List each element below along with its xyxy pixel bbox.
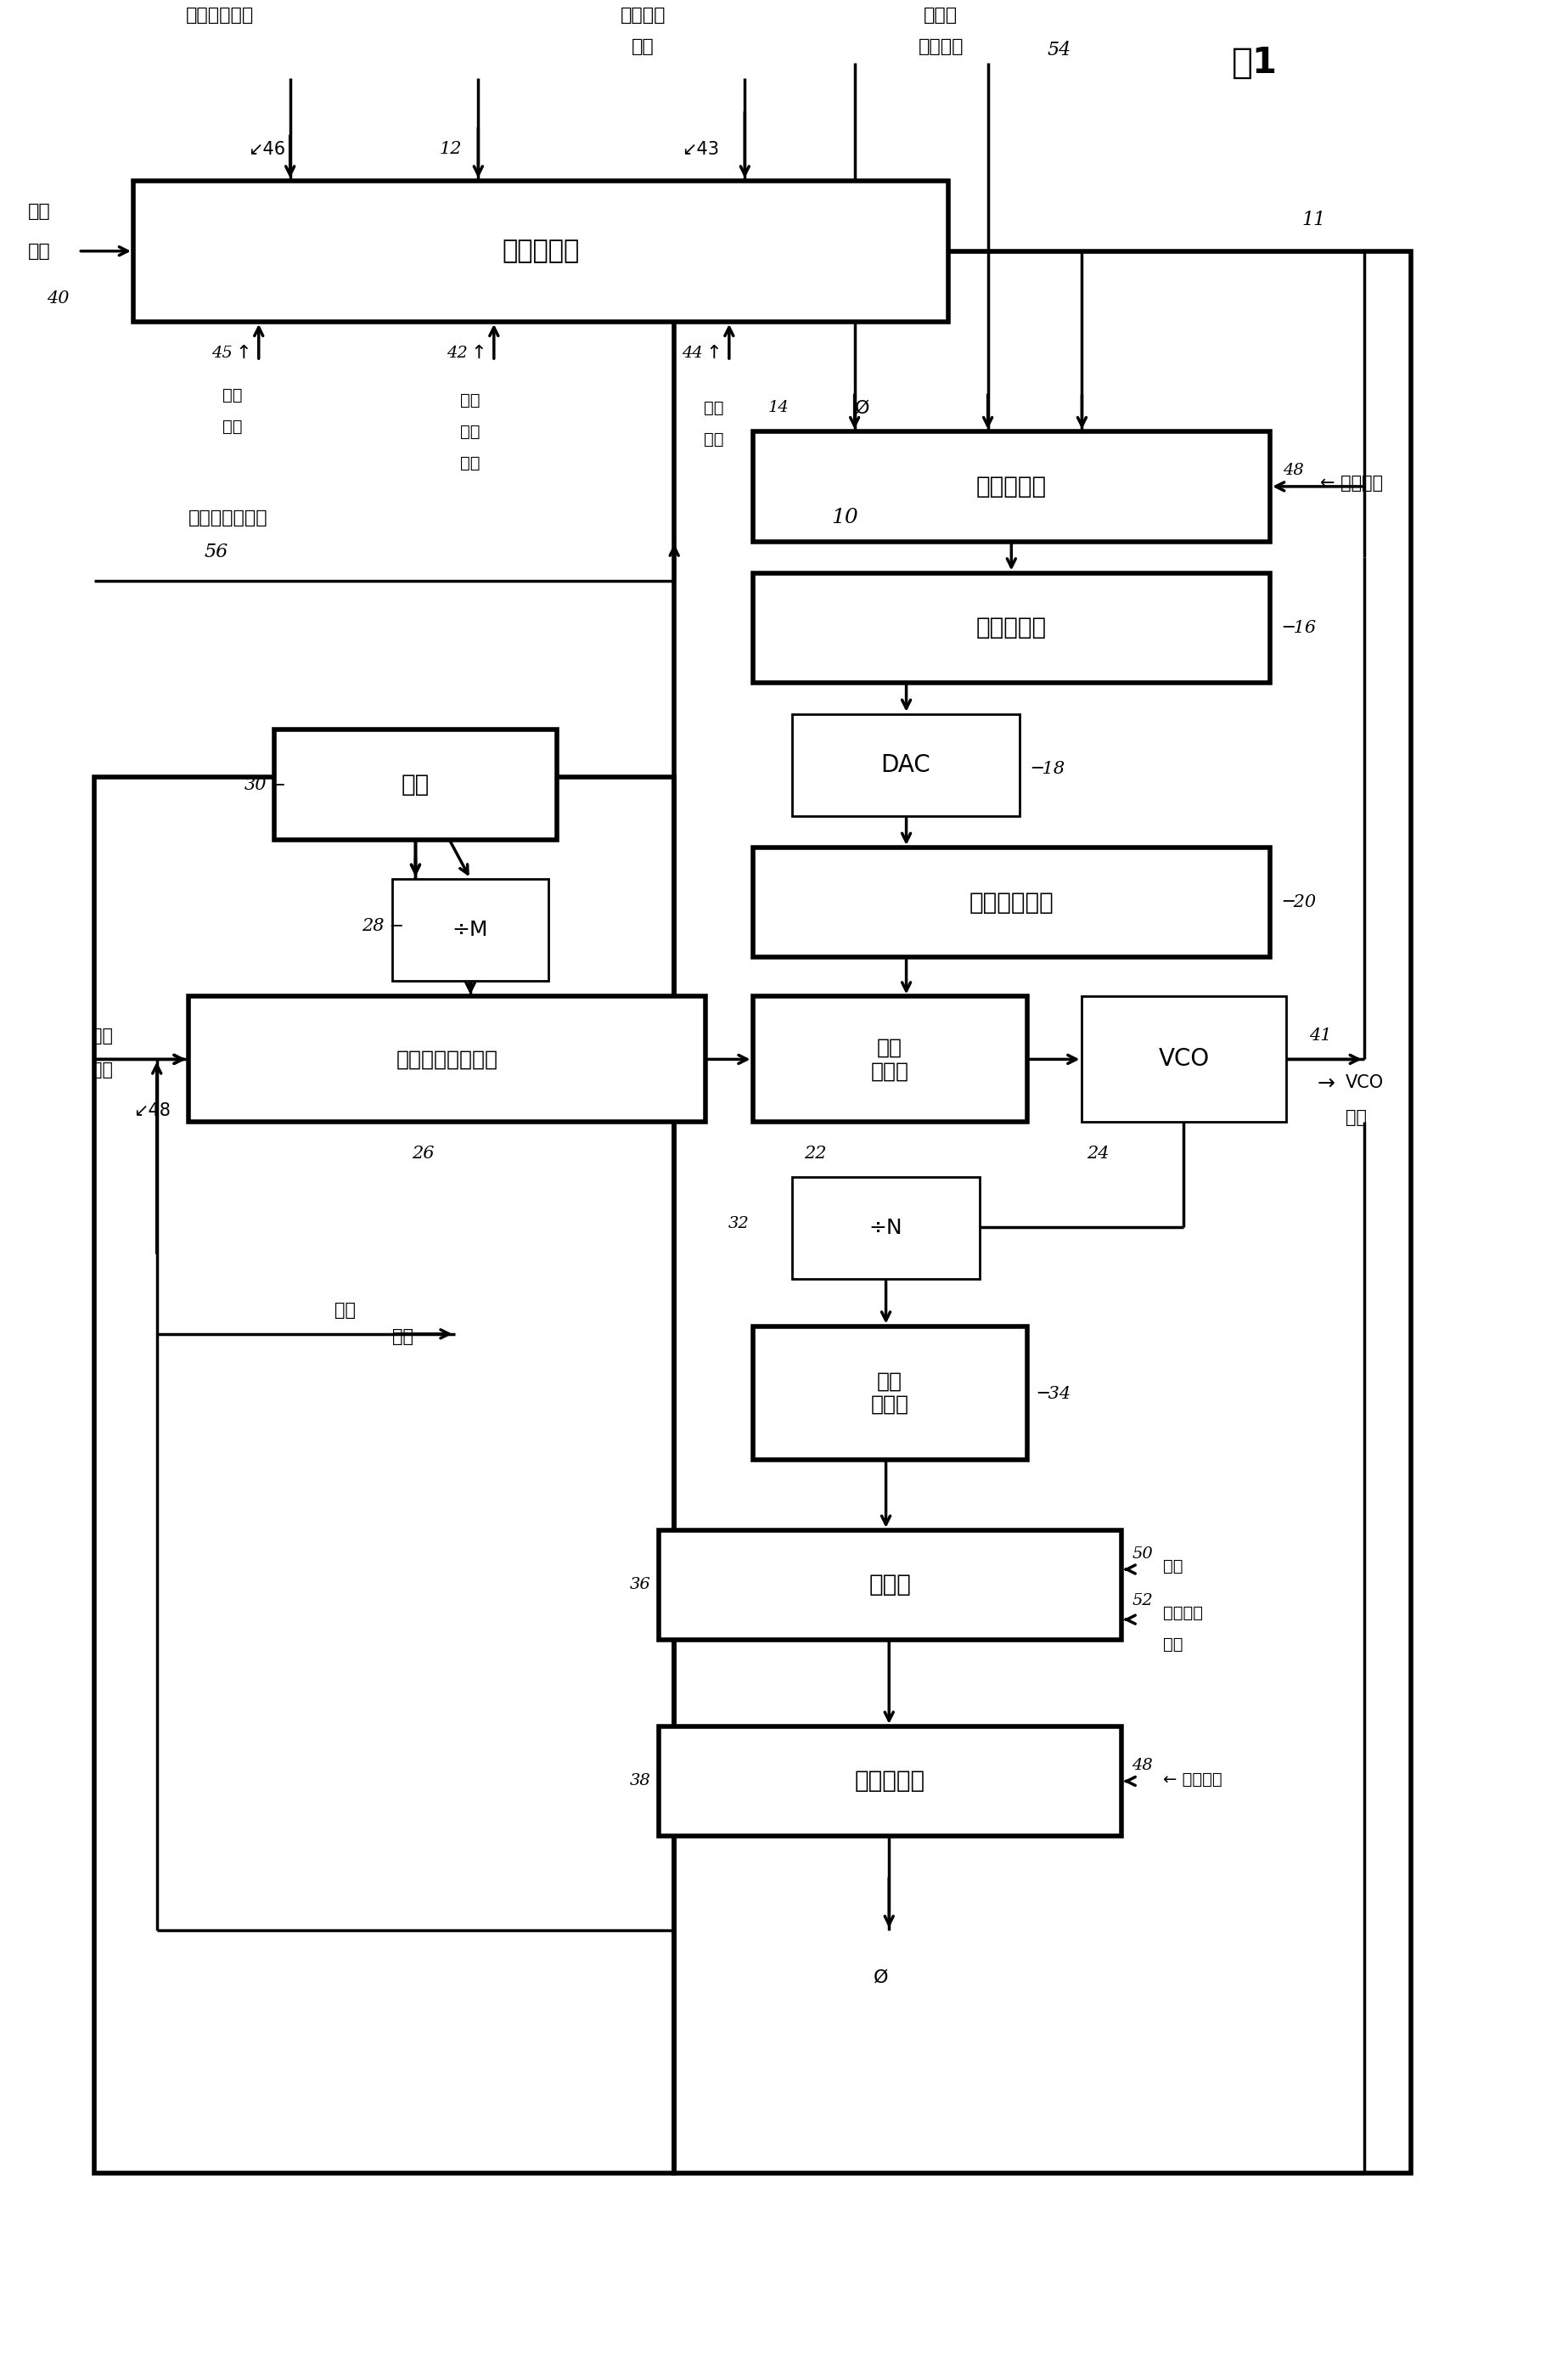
Text: ↑: ↑: [706, 344, 721, 363]
Text: 加法器: 加法器: [869, 1572, 911, 1596]
Text: 数据: 数据: [28, 242, 50, 259]
Bar: [753, 847, 1270, 958]
Bar: [274, 730, 557, 840]
Text: 42: 42: [447, 346, 467, 360]
Text: Ø: Ø: [873, 1968, 889, 1987]
Text: 多路复用器: 多路复用器: [855, 1770, 925, 1794]
Text: 36: 36: [630, 1577, 651, 1594]
Text: 54: 54: [1047, 40, 1071, 59]
Text: ↑: ↑: [470, 344, 486, 363]
Text: 多路复用器: 多路复用器: [975, 476, 1047, 499]
Text: 重复: 重复: [461, 393, 480, 407]
Text: 波形发生器: 波形发生器: [502, 238, 580, 264]
Text: 噪声
整形器: 噪声 整形器: [870, 1370, 909, 1415]
Text: 30: 30: [245, 777, 267, 793]
Text: 56: 56: [204, 544, 227, 563]
Text: ─16: ─16: [1283, 619, 1316, 636]
Text: 10: 10: [831, 508, 858, 527]
Text: ─18: ─18: [1032, 760, 1065, 777]
Text: ← 模式选择: ← 模式选择: [1163, 1773, 1223, 1787]
Text: 相位检测和电荷泵: 相位检测和电荷泵: [397, 1050, 497, 1069]
Text: 采样: 采样: [461, 424, 480, 440]
Bar: [133, 181, 949, 322]
Text: 41: 41: [1309, 1029, 1331, 1043]
Text: ↙43: ↙43: [682, 141, 720, 158]
Text: 40: 40: [47, 290, 69, 306]
Bar: [792, 1177, 980, 1278]
Text: 50: 50: [1132, 1547, 1152, 1561]
Text: 环路
滤波器: 环路 滤波器: [870, 1038, 909, 1080]
Text: →: →: [1317, 1073, 1334, 1092]
Text: ÷N: ÷N: [869, 1217, 903, 1238]
Text: 模式: 模式: [91, 1026, 113, 1045]
Text: 26: 26: [412, 1146, 434, 1161]
Text: 纠正: 纠正: [1163, 1636, 1184, 1653]
Text: VCO: VCO: [1159, 1048, 1209, 1071]
Bar: [753, 572, 1270, 683]
Text: 脉冲整形系统: 脉冲整形系统: [185, 7, 254, 24]
Text: 信道: 信道: [1163, 1558, 1184, 1575]
Text: 45: 45: [212, 346, 232, 360]
Text: 38: 38: [630, 1773, 651, 1789]
Bar: [94, 777, 674, 2173]
Bar: [188, 996, 706, 1123]
Text: 输入: 输入: [28, 202, 50, 221]
Text: 48: 48: [1132, 1758, 1152, 1773]
Bar: [392, 878, 549, 982]
Text: ÷M: ÷M: [452, 920, 489, 939]
Text: ↑: ↑: [235, 344, 251, 363]
Text: 28: 28: [362, 918, 384, 935]
Bar: [792, 713, 1019, 817]
Text: 可编程延迟: 可编程延迟: [975, 617, 1047, 640]
Text: ─: ─: [390, 918, 401, 935]
Text: ─20: ─20: [1283, 895, 1316, 911]
Text: 选择: 选择: [223, 388, 241, 403]
Text: 频率偏移: 频率偏移: [919, 38, 963, 56]
Text: 12: 12: [439, 141, 461, 158]
Text: 初始频率: 初始频率: [621, 7, 665, 24]
Text: ← 模式选择: ← 模式选择: [1320, 476, 1383, 492]
Text: 选择: 选择: [91, 1062, 113, 1078]
Text: 22: 22: [804, 1146, 826, 1161]
Text: 偏移: 偏移: [632, 38, 654, 56]
Text: Ø: Ø: [855, 400, 869, 417]
Text: 抽取: 抽取: [704, 400, 723, 417]
Bar: [753, 996, 1027, 1123]
Text: 时钟: 时钟: [392, 1328, 414, 1346]
Text: 高端口: 高端口: [924, 7, 958, 24]
Bar: [753, 431, 1270, 541]
Text: ↙48: ↙48: [133, 1102, 171, 1121]
Text: VCO: VCO: [1345, 1073, 1383, 1092]
Text: 选择: 选择: [461, 454, 480, 471]
Bar: [674, 252, 1411, 2173]
Bar: [753, 1325, 1027, 1459]
Bar: [659, 1725, 1121, 1836]
Bar: [659, 1530, 1121, 1641]
Bar: [1082, 996, 1286, 1123]
Text: 48: 48: [1283, 464, 1303, 478]
Text: ─: ─: [273, 777, 284, 793]
Text: ↙46: ↙46: [248, 141, 285, 158]
Text: 14: 14: [768, 400, 789, 417]
Text: 低端口频率偏移: 低端口频率偏移: [188, 508, 268, 527]
Text: 晶振: 晶振: [401, 772, 430, 796]
Text: 跨度: 跨度: [223, 419, 241, 435]
Text: 24: 24: [1087, 1146, 1109, 1161]
Text: 自动频率: 自动频率: [1163, 1605, 1203, 1622]
Text: 11: 11: [1301, 210, 1325, 228]
Text: 52: 52: [1132, 1594, 1152, 1608]
Text: 图1: 图1: [1231, 45, 1278, 80]
Text: DAC: DAC: [881, 753, 930, 777]
Text: ─34: ─34: [1038, 1387, 1071, 1401]
Text: 32: 32: [729, 1217, 750, 1231]
Text: 输出: 输出: [1345, 1109, 1367, 1125]
Text: 时钟: 时钟: [334, 1302, 356, 1318]
Text: 选择: 选择: [704, 431, 723, 447]
Text: 电阻性衰减器: 电阻性衰减器: [969, 890, 1054, 913]
Text: 44: 44: [682, 346, 702, 360]
